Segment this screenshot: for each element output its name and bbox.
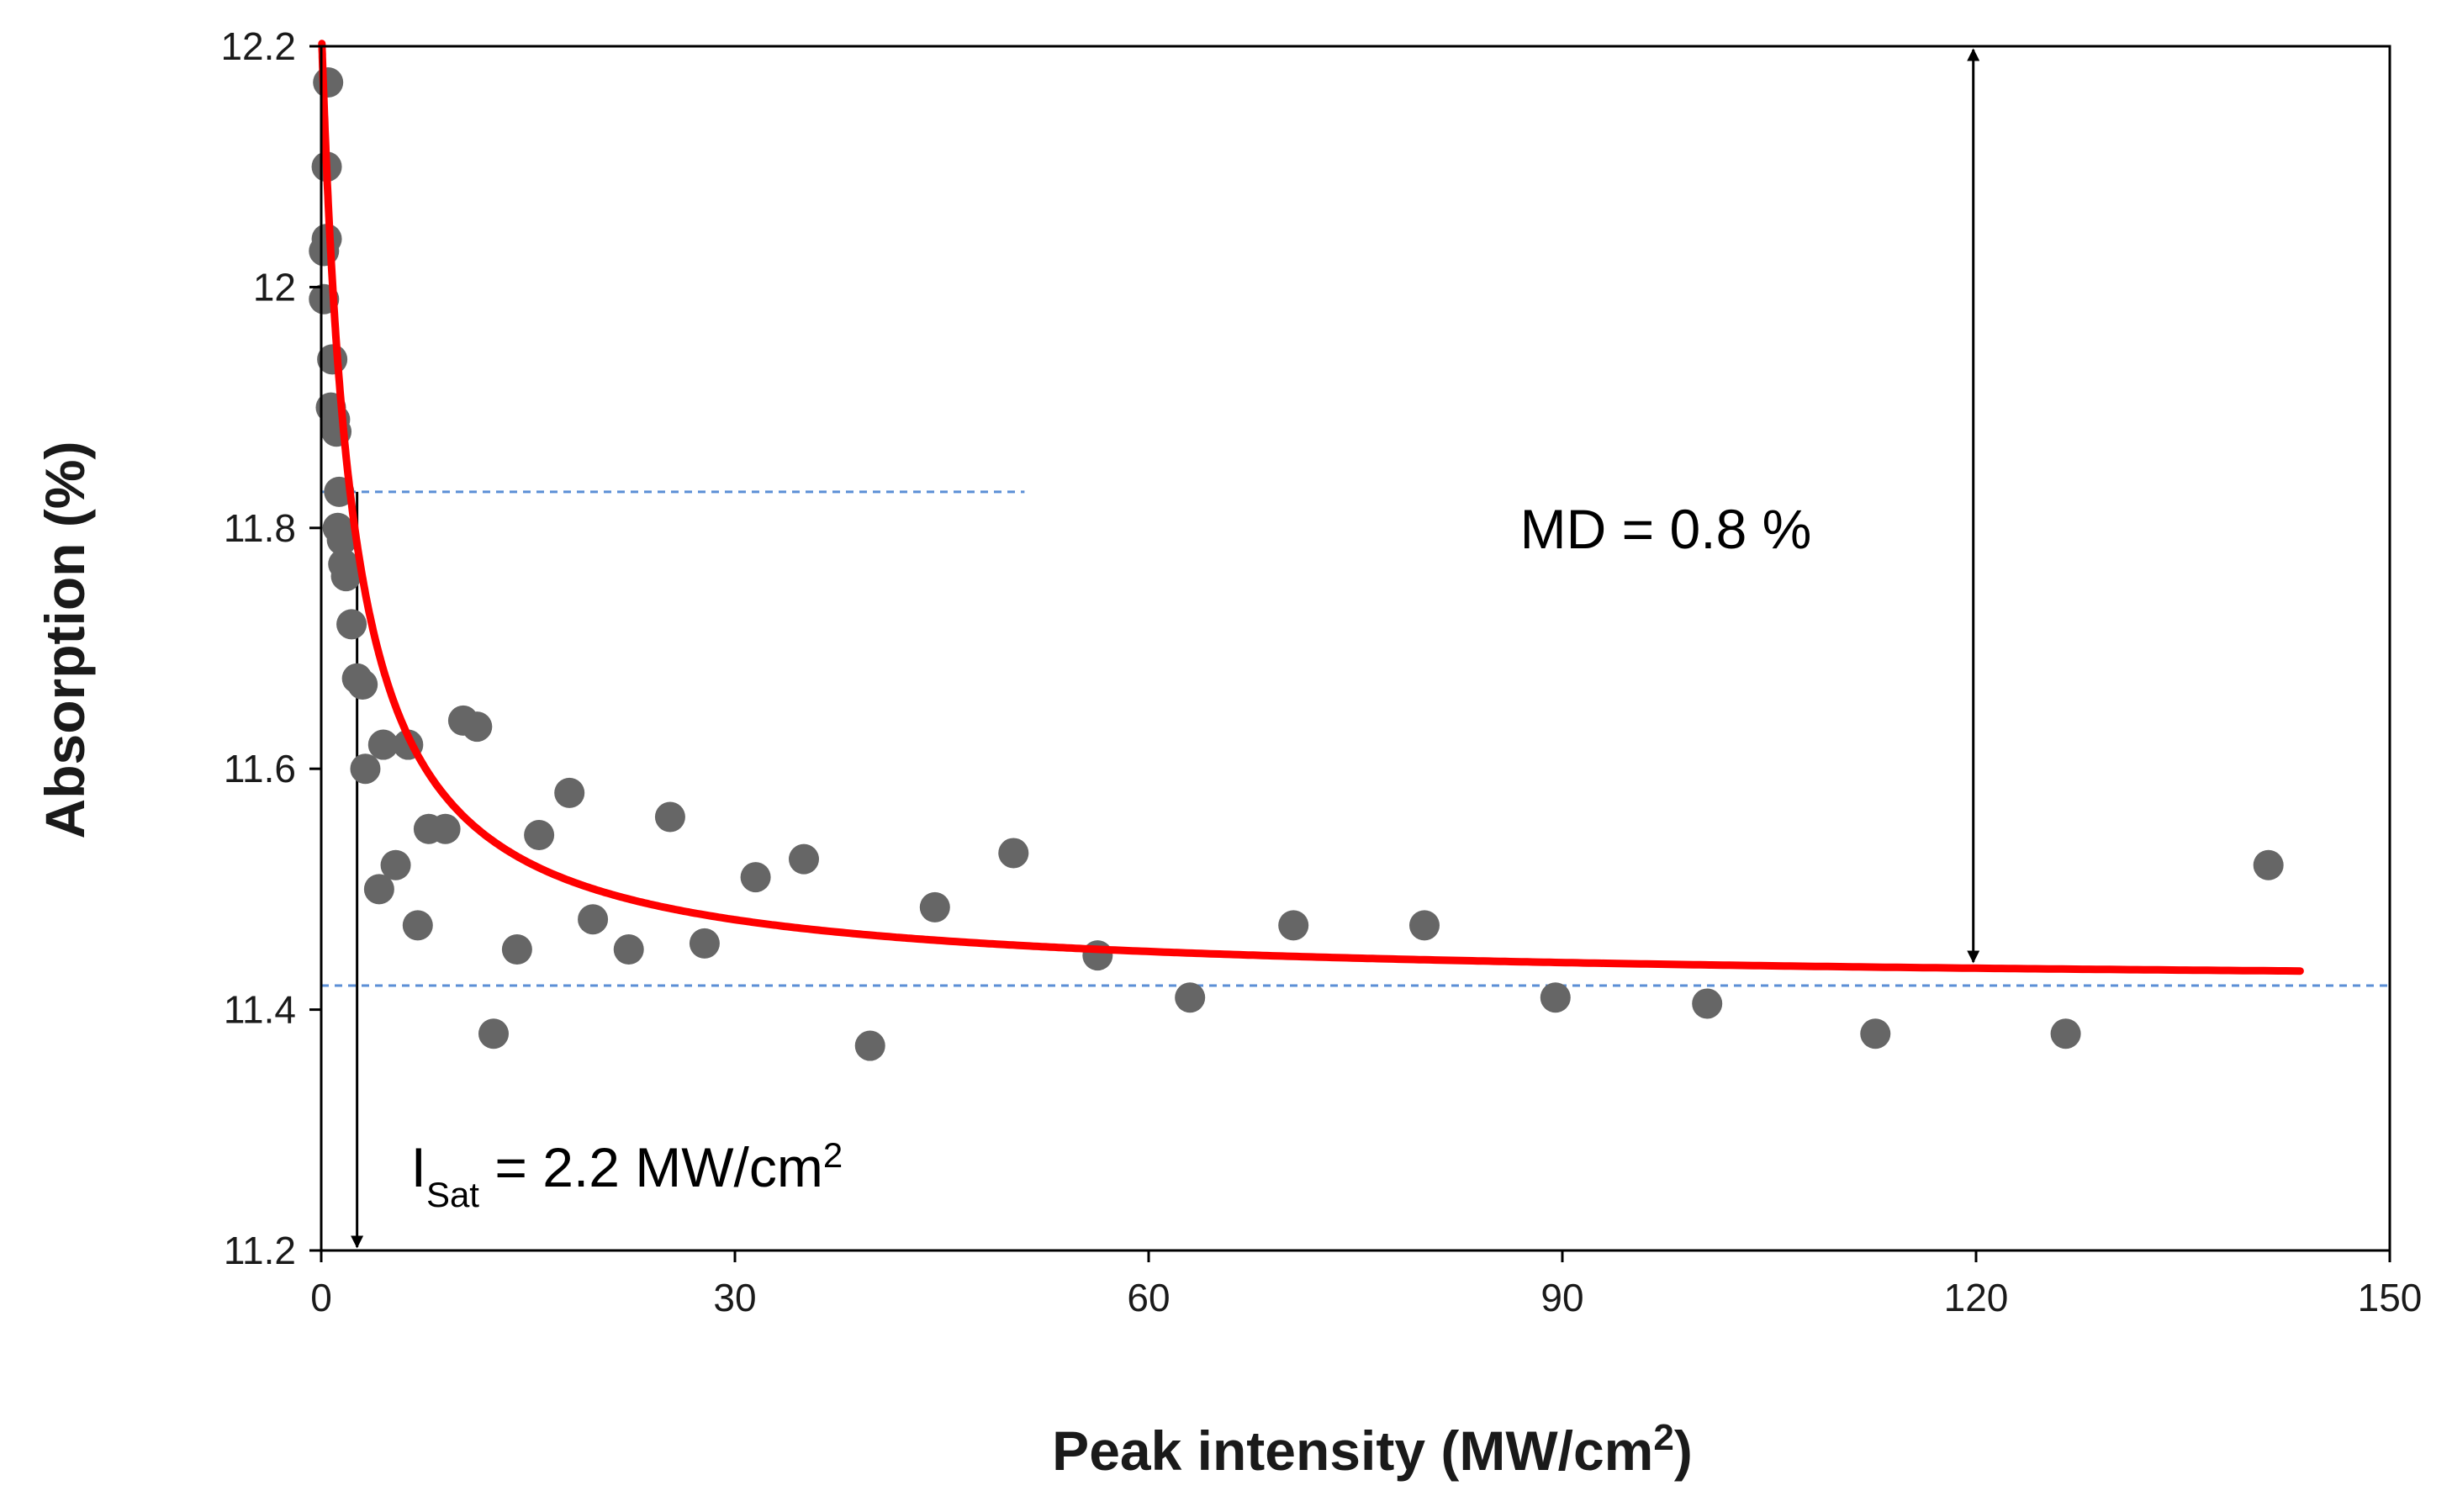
data-point	[367, 729, 399, 760]
x-tick-label: 30	[713, 1276, 756, 1319]
x-axis-ticks: 0 30 60 90 120 150	[310, 1250, 2422, 1319]
data-point	[1278, 910, 1309, 941]
y-tick-label: 11.8	[224, 506, 296, 550]
data-point	[2050, 1018, 2081, 1049]
isat-superscript: 2	[823, 1134, 843, 1174]
isat-value: = 2.2 MW/cm	[479, 1136, 823, 1198]
data-point	[350, 753, 381, 785]
x-tick-label: 150	[2358, 1276, 2423, 1319]
data-point	[689, 928, 720, 959]
data-point	[789, 843, 819, 875]
isat-symbol: I	[411, 1136, 426, 1198]
annotation-arrows	[351, 48, 1980, 1249]
fit-curve-group	[318, 40, 2304, 975]
data-point	[430, 813, 461, 844]
y-axis-ticks: 11.2 11.4 11.6 11.8 12 12.2	[220, 24, 321, 1272]
data-point	[1175, 982, 1206, 1013]
data-point	[363, 874, 394, 905]
plot-area-frame	[320, 45, 2391, 1252]
data-point	[1692, 988, 1723, 1019]
isat-subscript: Sat	[426, 1174, 479, 1213]
data-point	[501, 934, 532, 965]
x-tick-label: 90	[1540, 1276, 1583, 1319]
data-point	[1082, 940, 1113, 971]
y-tick-label: 12.2	[220, 24, 296, 68]
data-point	[998, 838, 1029, 869]
data-point	[1540, 982, 1571, 1013]
x-tick-label: 60	[1127, 1276, 1170, 1319]
data-point	[1409, 910, 1440, 941]
data-point	[654, 801, 685, 833]
data-point	[740, 862, 771, 893]
y-tick-label: 11.6	[224, 747, 296, 790]
data-point	[347, 669, 378, 700]
x-tick-label: 0	[310, 1276, 332, 1319]
data-point	[326, 525, 357, 556]
data-point	[380, 849, 411, 880]
fit-curve	[318, 40, 2304, 975]
data-point	[402, 910, 433, 941]
data-point	[336, 609, 367, 640]
x-axis-title-main: Peak intensity (MW/cm	[1052, 1419, 1653, 1482]
data-point	[1860, 1018, 1891, 1049]
modulation-depth-label: MD = 0.8 %	[1520, 498, 1812, 560]
data-point	[919, 891, 950, 923]
data-point	[854, 1030, 885, 1061]
y-axis-title: Absorption (%)	[34, 441, 96, 839]
y-tick-label: 12	[253, 265, 296, 309]
data-point	[478, 1018, 509, 1049]
data-point	[613, 934, 644, 965]
y-tick-label: 11.2	[224, 1229, 296, 1272]
data-point	[2253, 849, 2284, 880]
saturation-intensity-label: ISat = 2.2 MW/cm2	[411, 1134, 843, 1213]
data-point	[554, 777, 585, 808]
x-axis-title-superscript: 2	[1653, 1417, 1673, 1458]
data-point	[462, 711, 493, 743]
data-point	[330, 561, 362, 592]
x-axis-title: Peak intensity (MW/cm2)	[1052, 1417, 1693, 1483]
x-axis-title-close: )	[1674, 1419, 1693, 1482]
x-tick-label: 120	[1944, 1276, 2009, 1319]
data-point	[578, 904, 609, 935]
y-tick-label: 11.4	[224, 988, 296, 1032]
reference-lines	[321, 490, 2390, 987]
data-point	[313, 66, 344, 98]
data-points	[309, 66, 2284, 1061]
data-point	[524, 819, 555, 850]
